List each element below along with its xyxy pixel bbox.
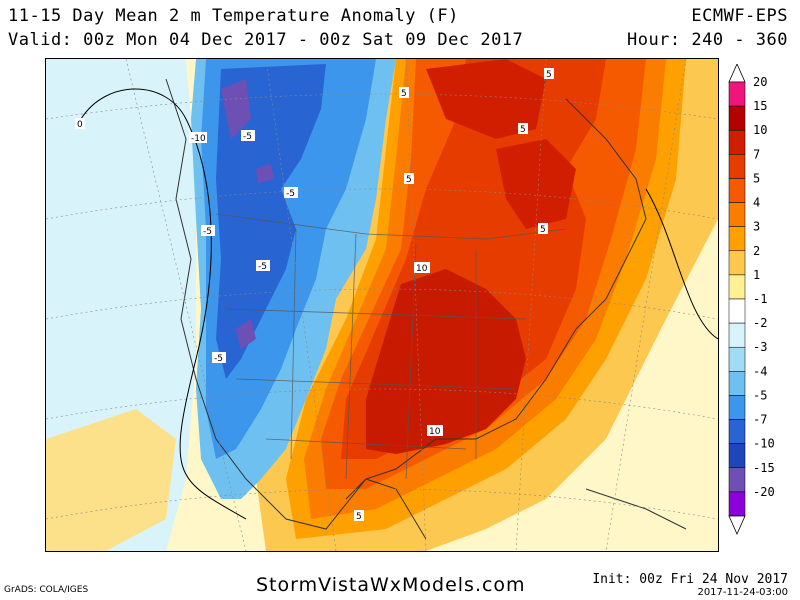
legend-label: -10 xyxy=(753,437,775,451)
contour-label: -5 xyxy=(203,227,212,237)
legend-label: -15 xyxy=(753,461,775,475)
contour-label: 5 xyxy=(540,225,546,235)
legend-swatch xyxy=(728,395,746,420)
contour-label: 5 xyxy=(401,89,407,99)
legend-arrow-bottom xyxy=(728,515,746,535)
legend-swatch xyxy=(728,274,746,300)
contour-label: 5 xyxy=(520,125,526,135)
legend-swatch xyxy=(728,81,746,107)
legend-label: 10 xyxy=(753,123,767,137)
contour-label: -5 xyxy=(258,262,267,272)
model-name: ECMWF-EPS xyxy=(691,6,788,26)
grads-credit: GrADS: COLA/IGES xyxy=(4,585,89,595)
legend-swatch xyxy=(728,298,746,324)
legend-swatch xyxy=(728,178,746,203)
legend-swatch xyxy=(728,322,746,348)
legend-swatch xyxy=(728,250,746,276)
contour-label: 10 xyxy=(429,427,441,437)
legend-label: 1 xyxy=(753,268,760,282)
contour-label: 5 xyxy=(406,175,412,185)
contour-label: -5 xyxy=(286,189,295,199)
legend-label: -4 xyxy=(753,364,767,378)
contour-label: 0 xyxy=(77,120,83,130)
legend-swatch xyxy=(728,154,746,179)
legend-swatch xyxy=(728,202,746,227)
legend-label: 7 xyxy=(753,147,760,161)
forecast-hour: Hour: 240 - 360 xyxy=(626,30,788,50)
warm-pacific-region xyxy=(46,409,176,551)
legend-label: 20 xyxy=(753,75,767,89)
contour-label: 10 xyxy=(416,264,428,274)
legend-arrow-top xyxy=(728,64,746,83)
legend-swatch xyxy=(728,346,746,372)
legend-swatch xyxy=(728,443,746,469)
legend-swatch xyxy=(728,467,746,493)
legend-label: 4 xyxy=(753,196,760,210)
legend-label: 3 xyxy=(753,220,760,234)
site-name: StormVistaWxModels.com xyxy=(256,574,526,596)
contour-label: -5 xyxy=(243,132,252,142)
zero-contour xyxy=(80,88,247,520)
legend-swatch xyxy=(728,371,746,396)
init-time: Init: 00z Fri 24 Nov 2017 xyxy=(592,572,788,587)
legend-label: -5 xyxy=(753,388,767,402)
legend-swatch xyxy=(728,129,746,155)
legend-swatch xyxy=(728,105,746,131)
contour-label: -5 xyxy=(214,354,223,364)
legend-label: 2 xyxy=(753,244,760,258)
legend-label: -7 xyxy=(753,413,767,427)
legend-label: 5 xyxy=(753,171,760,185)
legend-label: -3 xyxy=(753,340,767,354)
contour-label: 5 xyxy=(546,70,552,80)
legend-label: 15 xyxy=(753,99,767,113)
contour-label: -10 xyxy=(191,134,206,144)
legend-label: -20 xyxy=(753,485,775,499)
legend-label: -2 xyxy=(753,316,767,330)
color-legend: 20 15 10 7 5 4 3 2 1 -1 -2 -3 -4 -5 -7 -10 -15 -20 xyxy=(728,64,775,535)
contour-label: 5 xyxy=(356,512,362,522)
legend-swatch xyxy=(728,226,746,252)
legend-swatch xyxy=(728,419,746,444)
map-title: 11-15 Day Mean 2 m Temperature Anomaly (… xyxy=(8,6,459,26)
timestamp: 2017-11-24-03:00 xyxy=(697,587,788,598)
legend-swatch xyxy=(728,491,746,517)
legend-label: -1 xyxy=(753,292,767,306)
temperature-anomaly-map: -10 -5 -5 -5 -5 -5 5 5 5 5 5 5 10 xyxy=(45,58,719,552)
valid-time: Valid: 00z Mon 04 Dec 2017 - 00z Sat 09 … xyxy=(8,30,524,50)
